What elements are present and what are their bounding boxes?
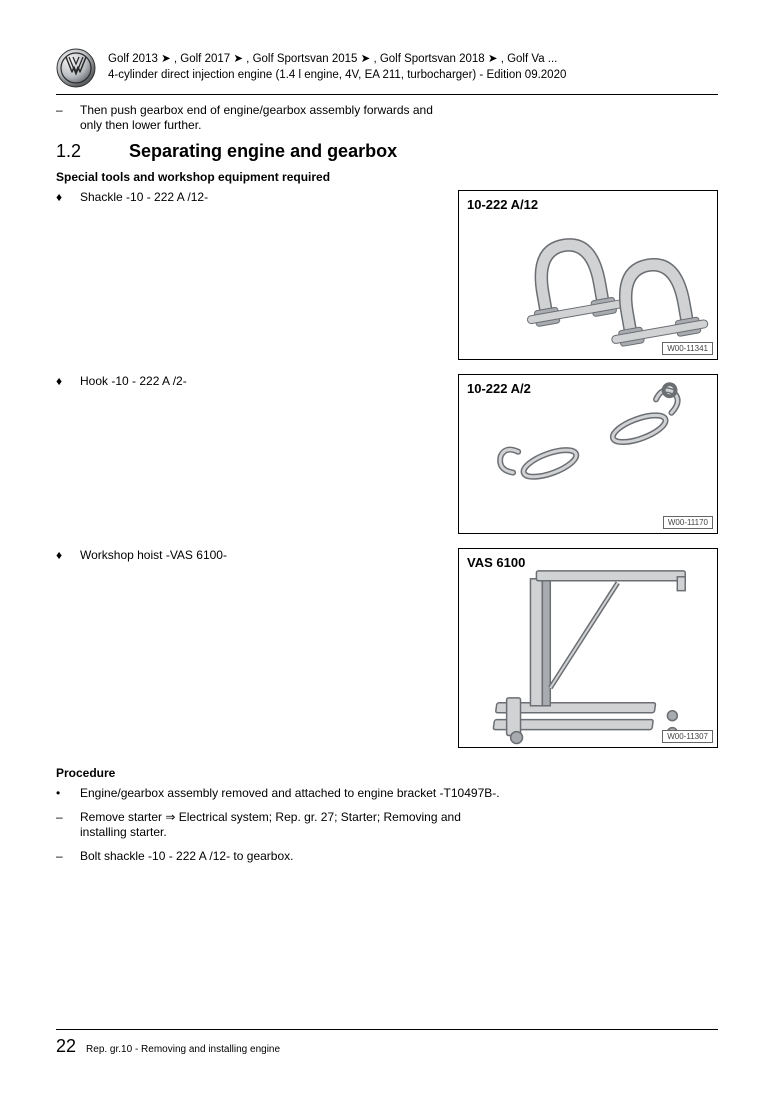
procedure-item: • Engine/gearbox assembly removed and at…: [56, 786, 718, 802]
tool-figure: VAS 6100 W00-11307: [458, 548, 718, 748]
figure-label: 10-222 A/12: [467, 197, 538, 212]
figure-label: VAS 6100: [467, 555, 525, 570]
tool-item-text: Hook -10 - 222 A /2-: [80, 374, 187, 389]
figure-id: W00-11341: [662, 342, 713, 355]
tool-figure: 10-222 A/2 W00-11170: [458, 374, 718, 534]
procedure-text: Remove starter ⇒ Electrical system; Rep.…: [80, 810, 500, 841]
figure-id: W00-11170: [663, 516, 713, 529]
tool-row: ♦ Hook -10 - 222 A /2- 10-222 A/2 W00-11…: [56, 374, 718, 534]
procedure-heading: Procedure: [56, 766, 718, 780]
header-line-1: Golf 2013 ➤ , Golf 2017 ➤ , Golf Sportsv…: [108, 52, 566, 68]
tools-heading: Special tools and workshop equipment req…: [56, 170, 718, 184]
diamond-marker: ♦: [56, 190, 66, 205]
tool-item-text: Shackle -10 - 222 A /12-: [80, 190, 208, 205]
tool-item-text: Workshop hoist -VAS 6100-: [80, 548, 227, 563]
header-text: Golf 2013 ➤ , Golf 2017 ➤ , Golf Sportsv…: [108, 48, 566, 83]
tool-row: ♦ Shackle -10 - 222 A /12- 10-222 A/12 W…: [56, 190, 718, 360]
intro-step: – Then push gearbox end of engine/gearbo…: [56, 103, 718, 133]
page-number: 22: [56, 1036, 76, 1057]
figure-label: 10-222 A/2: [467, 381, 531, 396]
procedure-item: – Bolt shackle -10 - 222 A /12- to gearb…: [56, 849, 718, 865]
procedure-text: Bolt shackle -10 - 222 A /12- to gearbox…: [80, 849, 293, 865]
tool-item: ♦ Hook -10 - 222 A /2-: [56, 374, 438, 389]
diamond-marker: ♦: [56, 374, 66, 389]
procedure-item: – Remove starter ⇒ Electrical system; Re…: [56, 810, 718, 841]
section-heading: 1.2 Separating engine and gearbox: [56, 141, 718, 162]
tool-figure: 10-222 A/12 W00-11341: [458, 190, 718, 360]
tool-item: ♦ Shackle -10 - 222 A /12-: [56, 190, 438, 205]
procedure-text: Engine/gearbox assembly removed and atta…: [80, 786, 500, 802]
list-marker: •: [56, 786, 66, 802]
page-content: – Then push gearbox end of engine/gearbo…: [56, 95, 718, 864]
list-marker: –: [56, 810, 66, 841]
page-footer: 22 Rep. gr.10 - Removing and installing …: [56, 1029, 718, 1057]
dash-marker: –: [56, 103, 66, 133]
diamond-marker: ♦: [56, 548, 66, 563]
intro-step-text: Then push gearbox end of engine/gearbox …: [80, 103, 440, 133]
footer-text: Rep. gr.10 - Removing and installing eng…: [86, 1044, 280, 1055]
tool-item: ♦ Workshop hoist -VAS 6100-: [56, 548, 438, 563]
tool-row: ♦ Workshop hoist -VAS 6100- VAS 6100: [56, 548, 718, 748]
page-header: Golf 2013 ➤ , Golf 2017 ➤ , Golf Sportsv…: [56, 48, 718, 95]
section-title: Separating engine and gearbox: [129, 141, 397, 162]
header-line-2: 4-cylinder direct injection engine (1.4 …: [108, 68, 566, 84]
section-number: 1.2: [56, 141, 81, 162]
figure-id: W00-11307: [662, 730, 713, 743]
list-marker: –: [56, 849, 66, 865]
vw-logo-icon: [56, 48, 96, 88]
